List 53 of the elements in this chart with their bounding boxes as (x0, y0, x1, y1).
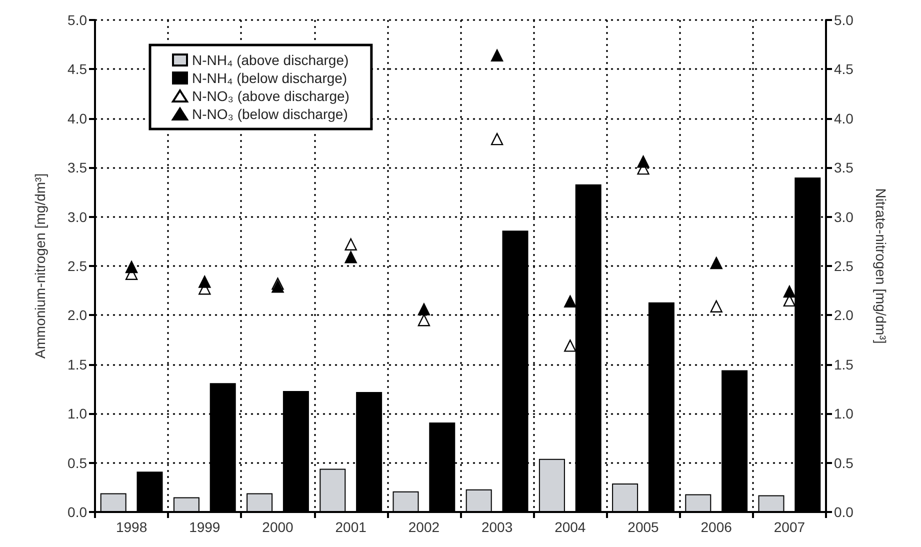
y-tick-label: 0.5 (68, 454, 88, 471)
y2-tick-label: 3.0 (834, 208, 854, 225)
point (637, 156, 650, 168)
legend-label: N-NH₄ (above discharge) (192, 52, 349, 68)
y-tick-label: 5.0 (68, 12, 88, 28)
y2-tick-label: 1.0 (834, 406, 854, 422)
x-tick-label: 2001 (335, 519, 367, 535)
y-tick-label: 3.5 (68, 160, 88, 176)
point (564, 295, 576, 308)
point (344, 251, 357, 264)
y-tick-label: 4.5 (68, 61, 88, 78)
y-tick-label: 0.0 (68, 504, 88, 520)
x-tick-label: 2007 (774, 519, 806, 535)
y2-tick-label: 3.5 (834, 160, 854, 176)
y2-tick-label: 5.0 (834, 12, 854, 28)
point (564, 340, 576, 352)
y2-tick-label: 2.0 (834, 307, 854, 324)
x-tick-label: 2005 (628, 519, 660, 535)
y-tick-label: 1.5 (68, 356, 88, 372)
legend-label: N-NO₃ (below discharge) (192, 106, 348, 122)
y2-tick-label: 0.5 (834, 454, 854, 471)
point (418, 303, 430, 316)
legend-label: N-NH₄ (below discharge) (192, 70, 348, 86)
point (490, 49, 504, 62)
point (344, 238, 357, 250)
x-tick-label: 2002 (408, 519, 440, 535)
y-tick-label: 1.0 (68, 406, 88, 422)
x-tick-label: 2000 (262, 519, 294, 535)
point (490, 132, 504, 146)
legend-label: N-NO₃ (above discharge) (192, 88, 350, 104)
x-tick-label: 1999 (189, 519, 220, 535)
y-axis-title: Ammonium-nitrogen [mg/dm³] (32, 173, 48, 359)
point (783, 285, 796, 298)
y-tick-label: 4.0 (68, 110, 88, 126)
x-tick-label: 2004 (554, 519, 586, 535)
point (125, 260, 138, 274)
y2-tick-label: 4.0 (834, 110, 854, 126)
point (710, 256, 722, 270)
x-tick-label: 2003 (481, 519, 513, 535)
y-tick-label: 3.0 (68, 208, 88, 225)
point (198, 276, 211, 288)
y2-axis-title: Nitrate-nitrogen [mg/dm³] (873, 188, 889, 344)
point (272, 280, 284, 293)
y2-tick-label: 0.0 (834, 504, 854, 520)
y2-tick-label: 2.5 (834, 258, 854, 274)
point (710, 300, 722, 312)
point (418, 314, 430, 326)
y2-tick-label: 1.5 (834, 356, 854, 372)
x-tick-label: 2006 (700, 519, 732, 535)
y-tick-label: 2.5 (68, 258, 88, 274)
y-tick-label: 2.0 (68, 307, 88, 324)
y2-tick-label: 4.5 (834, 61, 854, 78)
x-tick-label: 1998 (116, 519, 148, 535)
